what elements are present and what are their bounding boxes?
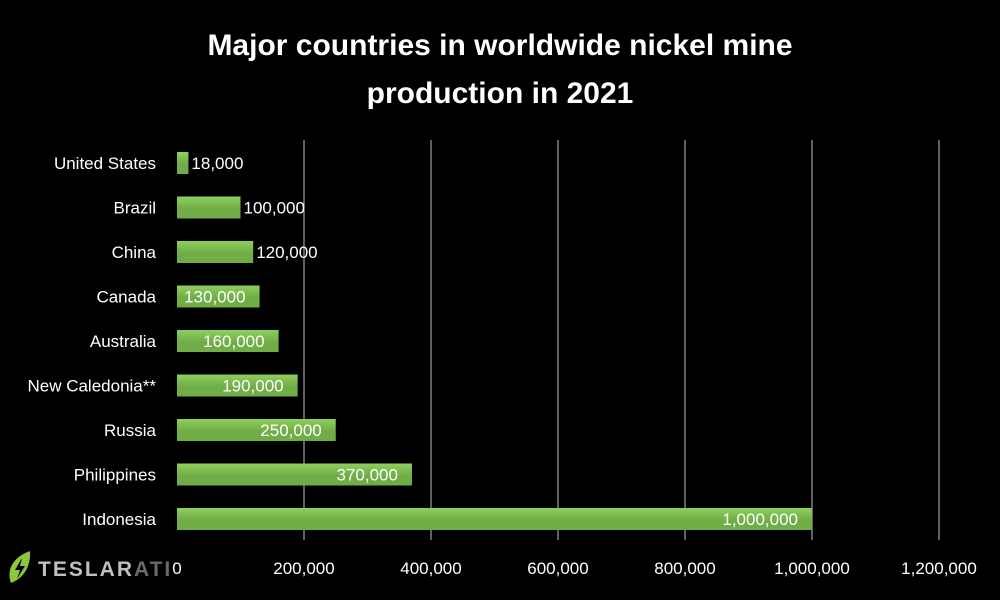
data-label: 190,000 — [222, 377, 283, 396]
x-tick-label: 1,200,000 — [901, 559, 977, 578]
chart-title-line-2: production in 2021 — [367, 77, 634, 110]
bar — [177, 241, 254, 263]
category-label: Canada — [96, 288, 156, 307]
bars — [177, 152, 812, 530]
brand-name-part2: ATI — [134, 558, 172, 581]
data-label: 130,000 — [184, 288, 245, 307]
data-label: 250,000 — [260, 421, 321, 440]
bar — [177, 152, 189, 174]
category-label: New Caledonia** — [27, 377, 156, 396]
data-label: 100,000 — [244, 199, 305, 218]
category-label: China — [112, 243, 157, 262]
x-tick-label: 200,000 — [273, 559, 334, 578]
category-label: Brazil — [113, 199, 156, 218]
data-label: 1,000,000 — [722, 510, 798, 529]
category-labels: United States Brazil China Canada Australia N… — [27, 154, 156, 529]
x-axis-tick-labels: 0 200,000 400,000 600,000 800,000 1,000,000 1,… — [172, 559, 977, 578]
bar — [177, 330, 279, 352]
data-labels: 18,000 100,000 120,000 130,000 160,000 190,00… — [184, 154, 798, 529]
category-label: Philippines — [74, 466, 156, 485]
bar — [177, 374, 298, 397]
brand-name-part1: TESLAR — [38, 558, 134, 581]
lightning-bolt-icon — [9, 551, 31, 583]
brand-name: TESLARATI — [38, 558, 172, 581]
bar — [177, 419, 336, 441]
bar — [177, 508, 812, 530]
category-label: United States — [54, 154, 156, 173]
category-label: Indonesia — [82, 510, 156, 529]
bar — [177, 285, 260, 308]
x-tick-label: 800,000 — [654, 559, 715, 578]
data-label: 18,000 — [191, 154, 243, 173]
x-tick-label: 0 — [172, 559, 181, 578]
brand-logo: TESLARATI — [9, 551, 172, 583]
chart-title-line-1: Major countries in worldwide nickel mine — [207, 29, 792, 62]
category-label: Australia — [90, 332, 157, 351]
x-tick-label: 400,000 — [400, 559, 461, 578]
bar — [177, 196, 241, 219]
data-label: 160,000 — [203, 332, 264, 351]
x-tick-label: 600,000 — [527, 559, 588, 578]
data-label: 120,000 — [256, 243, 317, 262]
category-label: Russia — [104, 421, 157, 440]
data-label: 370,000 — [336, 466, 397, 485]
bar — [177, 463, 412, 486]
x-tick-label: 1,000,000 — [774, 559, 850, 578]
